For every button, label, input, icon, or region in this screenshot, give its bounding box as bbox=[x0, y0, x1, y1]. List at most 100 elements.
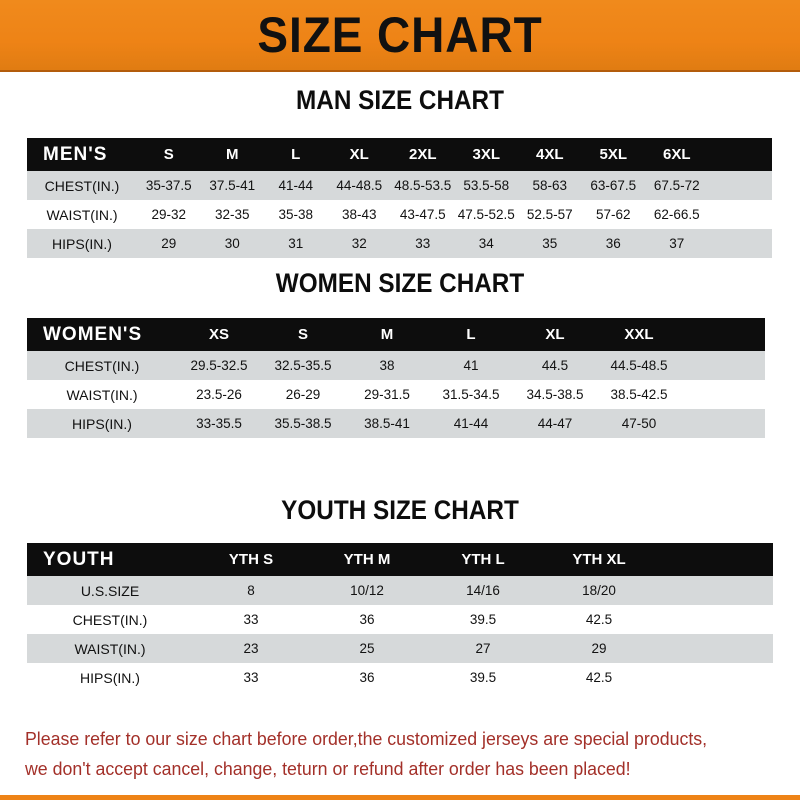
measurement-value: 53.5-58 bbox=[454, 171, 518, 200]
measurement-value: 33 bbox=[193, 605, 309, 634]
size-column-header: XXL bbox=[597, 318, 681, 351]
measurement-value: 37.5-41 bbox=[200, 171, 264, 200]
measurement-value: 14/16 bbox=[425, 576, 541, 605]
empty-cell bbox=[657, 605, 773, 634]
table-header-row: YOUTH YTH S YTH M YTH L YTH XL bbox=[27, 543, 773, 576]
men-section-title: MAN SIZE CHART bbox=[296, 85, 504, 115]
empty-cell bbox=[681, 409, 765, 438]
table-row: CHEST(IN.) 29.5-32.5 32.5-35.5 38 41 44.5 44.5… bbox=[27, 351, 765, 380]
women-header-label: WOMEN'S bbox=[27, 318, 177, 351]
women-size-table-wrapper: WOMEN'S XS S M L XL XXL CHEST(IN.) 29.5-32.5 32.5… bbox=[27, 318, 765, 438]
measurement-value: 38.5-41 bbox=[345, 409, 429, 438]
measurement-value: 36 bbox=[309, 605, 425, 634]
measurement-value: 29.5-32.5 bbox=[177, 351, 261, 380]
table-row: CHEST(IN.) 35-37.5 37.5-41 41-44 44-48.5 48.5… bbox=[27, 171, 772, 200]
measurement-value: 32-35 bbox=[200, 200, 264, 229]
measurement-label: WAIST(IN.) bbox=[27, 200, 137, 229]
men-size-table-wrapper: MEN'S S M L XL 2XL 3XL 4XL 5XL 6XL CHEST(IN.) 35-37… bbox=[27, 138, 772, 258]
measurement-value: 33 bbox=[391, 229, 455, 258]
page-banner: SIZE CHART bbox=[0, 0, 800, 72]
measurement-value: 67.5-72 bbox=[645, 171, 709, 200]
measurement-value: 33 bbox=[193, 663, 309, 692]
measurement-label: WAIST(IN.) bbox=[27, 380, 177, 409]
size-column-header: YTH XL bbox=[541, 543, 657, 576]
empty-cell bbox=[708, 171, 772, 200]
size-column-header: YTH M bbox=[309, 543, 425, 576]
measurement-value: 42.5 bbox=[541, 605, 657, 634]
size-column-header: S bbox=[261, 318, 345, 351]
measurement-value: 63-67.5 bbox=[581, 171, 645, 200]
measurement-value: 44.5 bbox=[513, 351, 597, 380]
size-column-header: 4XL bbox=[518, 138, 582, 171]
men-header-label: MEN'S bbox=[27, 138, 137, 171]
empty-column-header bbox=[657, 543, 773, 576]
men-size-table: MEN'S S M L XL 2XL 3XL 4XL 5XL 6XL CHEST(IN.) 35-37… bbox=[27, 138, 772, 258]
table-header-row: MEN'S S M L XL 2XL 3XL 4XL 5XL 6XL bbox=[27, 138, 772, 171]
empty-cell bbox=[681, 351, 765, 380]
size-column-header: YTH L bbox=[425, 543, 541, 576]
measurement-value: 35-37.5 bbox=[137, 171, 201, 200]
measurement-value: 44.5-48.5 bbox=[597, 351, 681, 380]
table-row: HIPS(IN.) 29 30 31 32 33 34 35 36 37 bbox=[27, 229, 772, 258]
measurement-label: WAIST(IN.) bbox=[27, 634, 193, 663]
measurement-value: 25 bbox=[309, 634, 425, 663]
empty-cell bbox=[657, 663, 773, 692]
measurement-value: 43-47.5 bbox=[391, 200, 455, 229]
measurement-value: 58-63 bbox=[518, 171, 582, 200]
table-row: HIPS(IN.) 33 36 39.5 42.5 bbox=[27, 663, 773, 692]
measurement-value: 23.5-26 bbox=[177, 380, 261, 409]
measurement-value: 48.5-53.5 bbox=[391, 171, 455, 200]
measurement-value: 47-50 bbox=[597, 409, 681, 438]
youth-header-label: YOUTH bbox=[27, 543, 193, 576]
measurement-label: CHEST(IN.) bbox=[27, 605, 193, 634]
measurement-value: 29-32 bbox=[137, 200, 201, 229]
measurement-value: 36 bbox=[309, 663, 425, 692]
measurement-value: 33-35.5 bbox=[177, 409, 261, 438]
measurement-value: 38.5-42.5 bbox=[597, 380, 681, 409]
size-column-header: 3XL bbox=[454, 138, 518, 171]
size-column-header: M bbox=[200, 138, 264, 171]
measurement-value: 39.5 bbox=[425, 663, 541, 692]
measurement-value: 29 bbox=[137, 229, 201, 258]
measurement-value: 29-31.5 bbox=[345, 380, 429, 409]
measurement-value: 38-43 bbox=[327, 200, 391, 229]
measurement-label: CHEST(IN.) bbox=[27, 171, 137, 200]
size-column-header: L bbox=[429, 318, 513, 351]
measurement-value: 62-66.5 bbox=[645, 200, 709, 229]
youth-section-title: YOUTH SIZE CHART bbox=[281, 495, 519, 525]
measurement-label: HIPS(IN.) bbox=[27, 229, 137, 258]
measurement-label: HIPS(IN.) bbox=[27, 663, 193, 692]
measurement-value: 38 bbox=[345, 351, 429, 380]
measurement-value: 57-62 bbox=[581, 200, 645, 229]
order-disclaimer: Please refer to our size chart before or… bbox=[0, 724, 768, 784]
page-title: SIZE CHART bbox=[257, 7, 543, 63]
measurement-value: 41-44 bbox=[264, 171, 328, 200]
measurement-value: 52.5-57 bbox=[518, 200, 582, 229]
table-row: WAIST(IN.) 23 25 27 29 bbox=[27, 634, 773, 663]
women-size-table: WOMEN'S XS S M L XL XXL CHEST(IN.) 29.5-32.5 32.5… bbox=[27, 318, 765, 438]
size-column-header: 2XL bbox=[391, 138, 455, 171]
table-row: U.S.SIZE 8 10/12 14/16 18/20 bbox=[27, 576, 773, 605]
measurement-value: 32 bbox=[327, 229, 391, 258]
size-column-header: YTH S bbox=[193, 543, 309, 576]
disclaimer-line-2: we don't accept cancel, change, teturn o… bbox=[24, 758, 631, 779]
table-row: HIPS(IN.) 33-35.5 35.5-38.5 38.5-41 41-44 44-… bbox=[27, 409, 765, 438]
empty-cell bbox=[708, 229, 772, 258]
measurement-value: 23 bbox=[193, 634, 309, 663]
measurement-value: 32.5-35.5 bbox=[261, 351, 345, 380]
measurement-label: CHEST(IN.) bbox=[27, 351, 177, 380]
measurement-value: 42.5 bbox=[541, 663, 657, 692]
measurement-value: 35-38 bbox=[264, 200, 328, 229]
measurement-value: 41-44 bbox=[429, 409, 513, 438]
measurement-value: 35.5-38.5 bbox=[261, 409, 345, 438]
measurement-label: U.S.SIZE bbox=[27, 576, 193, 605]
size-column-header: M bbox=[345, 318, 429, 351]
measurement-value: 35 bbox=[518, 229, 582, 258]
bottom-accent-rule bbox=[0, 795, 800, 800]
table-row: WAIST(IN.) 23.5-26 26-29 29-31.5 31.5-34.5 34… bbox=[27, 380, 765, 409]
measurement-value: 10/12 bbox=[309, 576, 425, 605]
empty-column-header bbox=[681, 318, 765, 351]
measurement-label: HIPS(IN.) bbox=[27, 409, 177, 438]
youth-size-table: YOUTH YTH S YTH M YTH L YTH XL U.S.SIZE 8 10/12… bbox=[27, 543, 773, 692]
size-column-header: L bbox=[264, 138, 328, 171]
